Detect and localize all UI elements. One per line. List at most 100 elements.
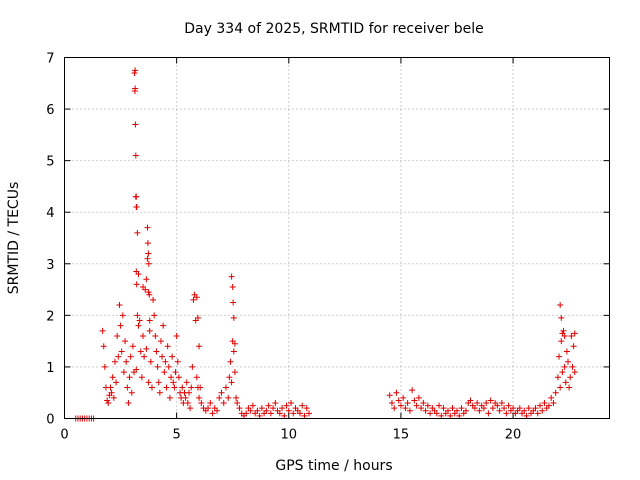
data-point	[152, 332, 159, 339]
data-point	[117, 322, 124, 329]
data-point	[126, 374, 133, 381]
data-point	[157, 338, 164, 345]
data-point	[532, 405, 539, 412]
data-point	[494, 402, 501, 409]
data-point	[156, 389, 163, 396]
data-point	[127, 353, 134, 360]
data-point	[236, 405, 243, 412]
data-point	[480, 405, 487, 412]
data-point	[196, 343, 203, 350]
data-point	[139, 283, 146, 290]
data-point	[263, 407, 270, 414]
data-point	[141, 353, 148, 360]
data-point	[179, 384, 186, 391]
data-point	[471, 405, 478, 412]
data-point	[139, 332, 146, 339]
data-point	[209, 410, 216, 417]
data-points	[72, 67, 578, 422]
data-point	[462, 407, 469, 414]
data-point	[193, 374, 200, 381]
data-point	[145, 379, 152, 386]
data-point	[143, 345, 150, 352]
data-point	[193, 294, 200, 301]
data-point	[116, 302, 123, 309]
data-point	[138, 374, 145, 381]
data-point	[146, 317, 153, 324]
y-tick-label: 0	[46, 413, 54, 428]
data-point	[162, 358, 169, 365]
data-point	[168, 374, 175, 381]
data-point	[445, 407, 452, 414]
y-tick-label: 5	[46, 155, 54, 170]
y-tick-label: 6	[46, 103, 54, 118]
x-tick-label: 10	[281, 428, 298, 443]
data-point	[188, 384, 195, 391]
data-point	[231, 369, 238, 376]
data-point	[174, 358, 181, 365]
data-point	[496, 407, 503, 414]
data-point	[136, 317, 143, 324]
data-point	[406, 407, 413, 414]
data-point	[113, 379, 120, 386]
data-point	[163, 384, 170, 391]
data-point	[536, 402, 543, 409]
data-point	[560, 327, 567, 334]
data-point	[568, 332, 575, 339]
data-point	[175, 374, 182, 381]
data-point	[474, 400, 481, 407]
data-point	[129, 343, 136, 350]
data-point	[521, 407, 528, 414]
data-point	[132, 85, 139, 92]
data-point	[534, 410, 541, 417]
data-point	[305, 410, 312, 417]
data-point	[288, 400, 295, 407]
data-point	[436, 402, 443, 409]
data-point	[501, 405, 508, 412]
data-point	[147, 358, 154, 365]
data-point	[552, 389, 559, 396]
data-point	[111, 358, 118, 365]
data-point	[166, 394, 173, 401]
data-point	[170, 379, 177, 386]
data-point	[155, 379, 162, 386]
data-point	[541, 400, 548, 407]
data-point	[290, 410, 297, 417]
data-point	[558, 338, 565, 345]
data-point	[272, 400, 279, 407]
data-point	[563, 348, 570, 355]
data-point	[132, 193, 139, 200]
data-point	[411, 397, 418, 404]
y-tick-label: 1	[46, 361, 54, 376]
data-point	[400, 394, 407, 401]
data-point	[173, 332, 180, 339]
grid-lines	[64, 57, 610, 419]
data-point	[133, 281, 140, 288]
data-point	[185, 389, 192, 396]
data-point	[569, 363, 576, 370]
data-point	[233, 394, 240, 401]
data-point	[283, 402, 290, 409]
data-point	[467, 397, 474, 404]
data-point	[151, 312, 158, 319]
data-point	[433, 410, 440, 417]
data-point	[386, 392, 393, 399]
data-point	[190, 296, 197, 303]
data-point	[132, 152, 139, 159]
x-tick-label: 15	[393, 428, 410, 443]
data-point	[557, 384, 564, 391]
data-point	[556, 353, 563, 360]
data-point	[453, 407, 460, 414]
y-tick-label: 3	[46, 258, 54, 273]
data-point	[134, 312, 141, 319]
data-point	[254, 407, 261, 414]
data-point	[523, 412, 530, 419]
y-axis-label: SRMTID / TECUs	[6, 182, 22, 295]
data-point	[243, 410, 250, 417]
data-point	[565, 358, 572, 365]
data-point	[554, 374, 561, 381]
data-point	[559, 369, 566, 376]
data-point	[567, 374, 574, 381]
data-point	[196, 394, 203, 401]
data-point	[145, 260, 152, 267]
data-point	[424, 402, 431, 409]
